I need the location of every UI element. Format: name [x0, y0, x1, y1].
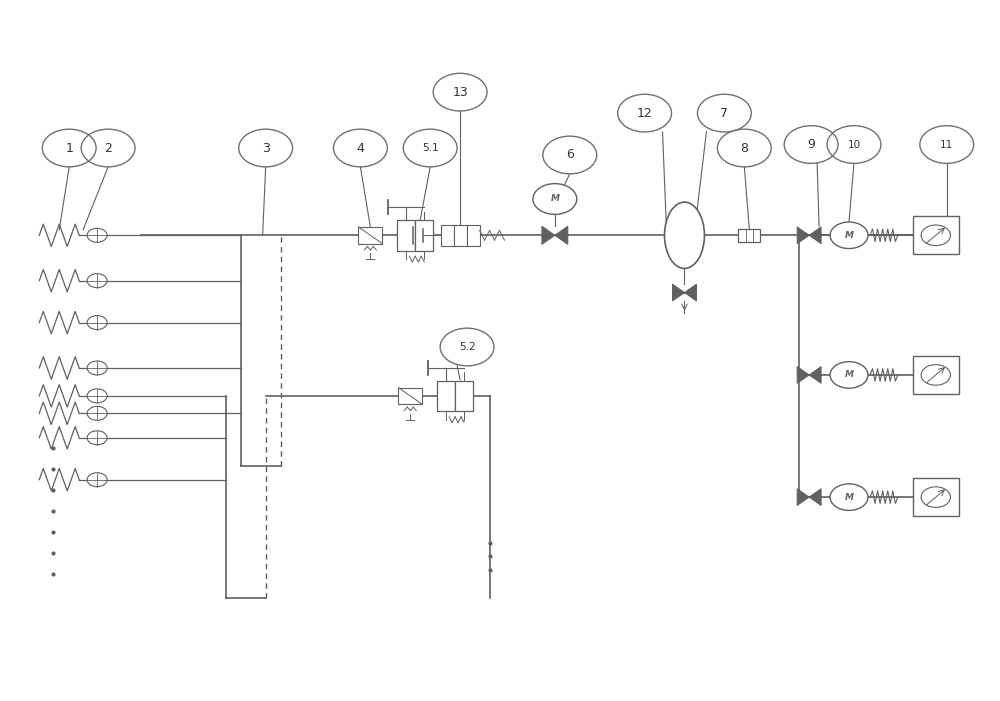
Circle shape	[87, 431, 107, 444]
Polygon shape	[797, 227, 809, 244]
Text: 12: 12	[637, 107, 652, 120]
Text: 13: 13	[452, 86, 468, 99]
Polygon shape	[555, 226, 568, 245]
Bar	[358, 227, 382, 244]
Text: 7: 7	[720, 107, 728, 120]
Polygon shape	[797, 367, 809, 383]
Circle shape	[830, 222, 868, 249]
Bar	[415, 220, 433, 251]
Bar	[467, 225, 480, 246]
Polygon shape	[809, 227, 821, 244]
Text: M: M	[550, 194, 559, 203]
Bar	[398, 388, 422, 404]
Text: 6: 6	[566, 149, 574, 161]
Circle shape	[87, 315, 107, 329]
Polygon shape	[673, 284, 684, 301]
Text: 5.2: 5.2	[459, 342, 475, 352]
Circle shape	[87, 273, 107, 287]
Bar	[913, 478, 959, 517]
Text: M: M	[845, 370, 854, 379]
Bar	[437, 381, 455, 411]
Text: 11: 11	[940, 139, 953, 149]
Polygon shape	[797, 489, 809, 505]
Bar	[738, 229, 760, 242]
Bar	[397, 220, 415, 251]
Text: 3: 3	[262, 142, 270, 154]
Text: M: M	[845, 231, 854, 240]
Polygon shape	[542, 226, 555, 245]
Circle shape	[87, 407, 107, 421]
Text: 4: 4	[356, 142, 364, 154]
Text: 1: 1	[65, 142, 73, 154]
Text: 10: 10	[847, 139, 861, 149]
Text: 2: 2	[104, 142, 112, 154]
Ellipse shape	[665, 202, 704, 268]
Circle shape	[830, 362, 868, 388]
Circle shape	[87, 389, 107, 403]
Circle shape	[533, 184, 577, 215]
Text: 9: 9	[807, 138, 815, 151]
Bar	[455, 381, 473, 411]
Text: M: M	[845, 493, 854, 502]
Polygon shape	[684, 284, 696, 301]
Bar	[913, 355, 959, 394]
Polygon shape	[809, 367, 821, 383]
Polygon shape	[809, 489, 821, 505]
Text: 5.1: 5.1	[422, 143, 439, 153]
Circle shape	[87, 229, 107, 243]
Bar	[913, 216, 959, 254]
Circle shape	[87, 472, 107, 486]
Bar	[441, 225, 454, 246]
Bar	[454, 225, 467, 246]
Circle shape	[87, 361, 107, 375]
Text: 8: 8	[740, 142, 748, 154]
Circle shape	[830, 484, 868, 510]
